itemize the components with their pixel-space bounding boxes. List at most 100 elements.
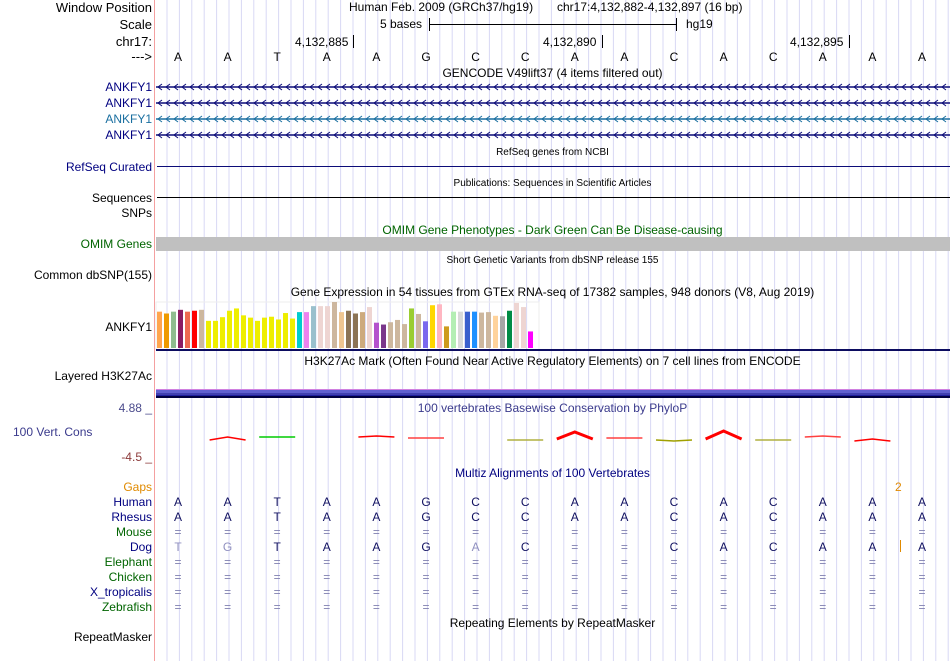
gencode-item-label[interactable]: ANKFY1 xyxy=(105,96,152,110)
strand-arrow xyxy=(493,115,499,123)
alignment-match-symbol: = xyxy=(372,585,380,599)
strand-arrow xyxy=(765,115,771,123)
strand-arrow xyxy=(269,83,275,91)
strand-arrow xyxy=(677,99,683,107)
strand-arrow xyxy=(381,99,387,107)
strand-arrow xyxy=(205,83,211,91)
strand-arrow xyxy=(565,99,571,107)
strand-arrow xyxy=(757,99,763,107)
strand-arrow xyxy=(469,115,475,123)
strand-arrow xyxy=(837,131,843,139)
strand-arrow xyxy=(909,99,915,107)
alignment-match-symbol: = xyxy=(918,525,926,539)
alignment-match-symbol: = xyxy=(521,585,529,599)
dbsnp-track-label[interactable]: Common dbSNP(155) xyxy=(33,268,152,282)
species-label[interactable]: Mouse xyxy=(115,525,152,539)
alignment-base: A xyxy=(620,495,629,509)
strand-arrow xyxy=(741,115,747,123)
strand-arrow xyxy=(893,115,899,123)
strand-arrow xyxy=(293,83,299,91)
alignment-base: C xyxy=(520,495,530,509)
strand-arrow xyxy=(333,83,339,91)
strand-arrow xyxy=(837,99,843,107)
alignment-match-symbol: = xyxy=(422,585,430,599)
alignment-match-symbol: = xyxy=(571,555,579,569)
refseq-track-title: RefSeq genes from NCBI xyxy=(496,147,609,158)
omim-track-label[interactable]: OMIM Genes xyxy=(80,237,152,251)
strand-arrow xyxy=(645,131,651,139)
strand-arrow xyxy=(901,115,907,123)
snps-track-label[interactable]: SNPs xyxy=(121,206,152,220)
species-label[interactable]: Elephant xyxy=(104,555,152,569)
strand-arrow xyxy=(669,131,675,139)
gencode-gene-models[interactable] xyxy=(155,80,950,144)
alignment-match-symbol: = xyxy=(720,600,728,614)
repeatmasker-track-label[interactable]: RepeatMasker xyxy=(73,630,152,644)
strand-arrow xyxy=(157,83,163,91)
species-label[interactable]: Human xyxy=(113,495,152,509)
publications-track-label[interactable]: Sequences xyxy=(91,191,152,205)
refseq-track-label[interactable]: RefSeq Curated xyxy=(65,160,152,174)
alignment-match-symbol: = xyxy=(174,570,182,584)
strand-arrow xyxy=(589,115,595,123)
strand-arrow xyxy=(365,115,371,123)
alignment-match-symbol: = xyxy=(571,600,579,614)
alignment-base: A xyxy=(868,510,877,524)
strand-arrow xyxy=(861,99,867,107)
alignment-base: C xyxy=(768,510,778,524)
strand-arrow xyxy=(413,115,419,123)
strand-arrow xyxy=(773,99,779,107)
strand-arrow xyxy=(549,115,555,123)
alignment-base: A xyxy=(620,510,629,524)
h3k27ac-signal-bar[interactable] xyxy=(156,389,950,398)
alignment-base: G xyxy=(421,510,431,524)
alignment-base: A xyxy=(570,495,579,509)
strand-arrow xyxy=(421,115,427,123)
dbsnp-track-title: Short Genetic Variants from dbSNP releas… xyxy=(446,255,659,266)
species-label[interactable]: Dog xyxy=(129,540,152,554)
strand-arrow xyxy=(549,131,555,139)
strand-arrow xyxy=(661,83,667,91)
gencode-item-label[interactable]: ANKFY1 xyxy=(105,112,152,126)
gencode-item-label[interactable]: ANKFY1 xyxy=(105,128,152,142)
strand-label: ---> xyxy=(131,49,152,64)
strand-arrow xyxy=(341,99,347,107)
alignment-base: A xyxy=(868,495,877,509)
strand-arrow xyxy=(469,131,475,139)
strand-arrow xyxy=(285,115,291,123)
species-label[interactable]: X_tropicalis xyxy=(89,585,152,599)
strand-arrow xyxy=(181,83,187,91)
gtex-tissue-bar xyxy=(451,311,456,348)
gencode-item-label[interactable]: ANKFY1 xyxy=(105,80,152,94)
strand-arrow xyxy=(693,131,699,139)
gtex-bar-chart[interactable] xyxy=(155,300,950,353)
alignment-match-symbol: = xyxy=(819,585,827,599)
strand-arrow xyxy=(861,83,867,91)
base-letter: T xyxy=(273,50,281,64)
species-label[interactable]: Chicken xyxy=(108,570,152,584)
strand-arrow xyxy=(845,131,851,139)
alignment-match-symbol: = xyxy=(868,600,876,614)
strand-arrow xyxy=(333,99,339,107)
species-label[interactable]: Zebrafish xyxy=(101,600,152,614)
strand-arrow xyxy=(629,99,635,107)
refseq-gene-line[interactable] xyxy=(157,166,950,167)
gtex-track-label[interactable]: ANKFY1 xyxy=(105,320,152,334)
species-label[interactable]: Rhesus xyxy=(111,510,152,524)
phylop-track-label[interactable]: 100 Vert. Cons xyxy=(13,425,93,439)
phylop-wiggle[interactable] xyxy=(155,425,950,449)
base-letter: C xyxy=(471,50,480,64)
alignment-base: C xyxy=(669,510,679,524)
strand-arrow xyxy=(685,115,691,123)
strand-arrow xyxy=(421,131,427,139)
alignment-match-symbol: = xyxy=(174,600,182,614)
strand-arrow xyxy=(437,83,443,91)
alignment-match-symbol: = xyxy=(918,555,926,569)
alignment-match-symbol: = xyxy=(224,585,232,599)
strand-arrow xyxy=(501,131,507,139)
alignment-match-symbol: = xyxy=(720,555,728,569)
omim-gene-bar[interactable] xyxy=(156,237,950,251)
position-readout[interactable]: chr17:4,132,882-4,132,897 (16 bp) xyxy=(557,0,743,14)
h3k27ac-track-label[interactable]: Layered H3K27Ac xyxy=(54,369,152,383)
publications-line[interactable] xyxy=(157,197,950,198)
